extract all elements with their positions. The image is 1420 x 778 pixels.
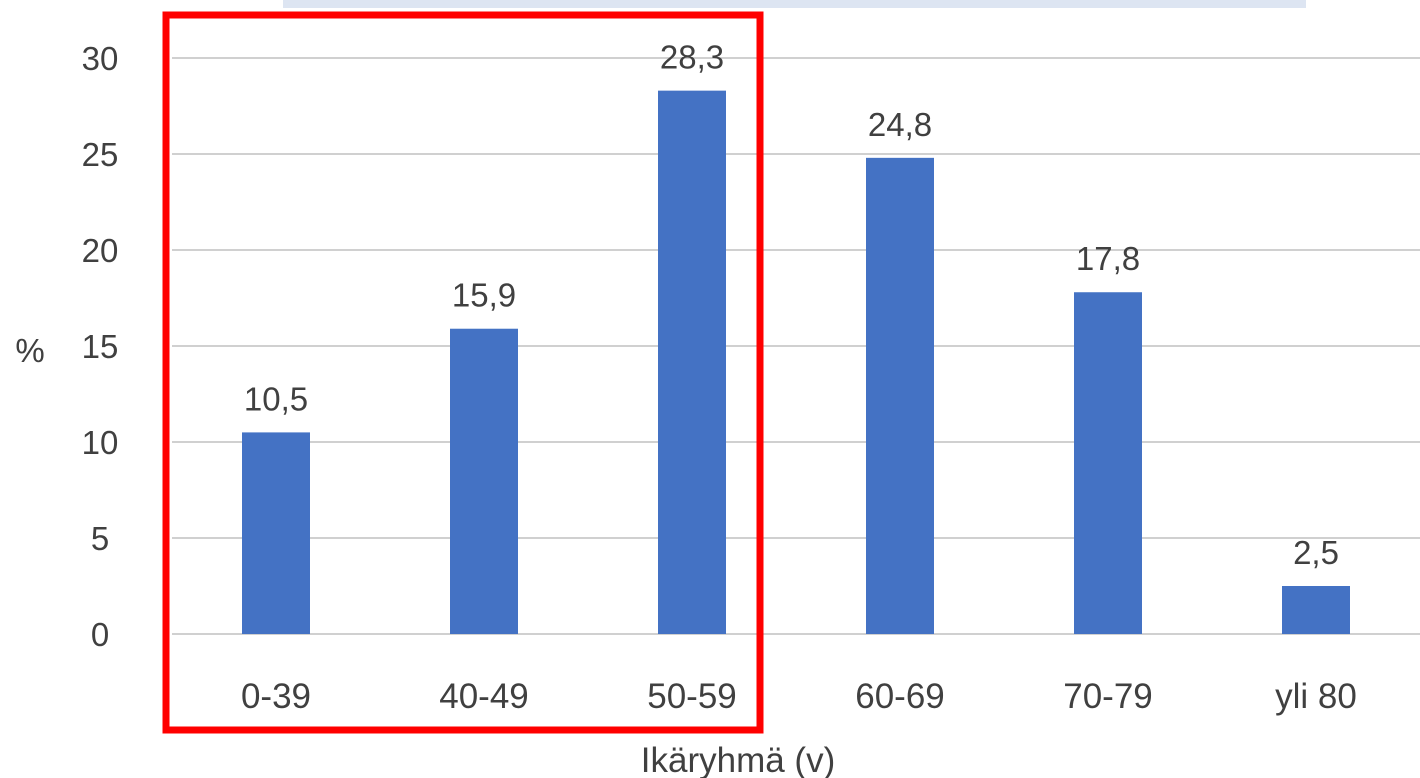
y-tick-label: 0 [91,616,109,653]
bar [658,90,726,634]
highlight-box [162,11,764,734]
x-axis-label: Ikäryhmä (v) [641,741,835,778]
data-label: 24,8 [868,106,932,143]
data-label: 17,8 [1076,240,1140,277]
x-tick-label: 70-79 [1063,677,1153,716]
y-tick-label: 5 [91,520,109,557]
x-tick-label: yli 80 [1275,677,1357,716]
data-label: 10,5 [244,380,308,417]
data-label: 2,5 [1293,534,1339,571]
x-tick-label: 50-59 [647,677,737,716]
x-tick-label: 60-69 [855,677,945,716]
bars [242,90,1350,634]
x-axis-ticks: 0-39 40-49 50-59 60-69 70-79 yli 80 [241,677,1357,716]
data-label: 28,3 [660,39,724,76]
data-labels: 10,5 15,9 28,3 24,8 17,8 2,5 [244,39,1339,571]
bar [866,157,934,634]
bar [1074,292,1142,634]
y-tick-label: 15 [82,328,119,365]
x-tick-label: 0-39 [241,677,311,716]
bar [242,432,310,634]
y-tick-label: 30 [82,40,119,77]
y-tick-label: 25 [82,136,119,173]
y-axis-ticks: 0 5 10 15 20 25 30 [82,40,119,653]
x-tick-label: 40-49 [439,677,529,716]
data-label: 15,9 [452,277,516,314]
top-band [283,0,1306,8]
gridlines [172,57,1420,635]
bar [450,328,518,634]
y-tick-label: 20 [82,232,119,269]
bar [1282,586,1350,634]
y-tick-label: 10 [82,424,119,461]
y-axis-label: % [15,332,44,369]
